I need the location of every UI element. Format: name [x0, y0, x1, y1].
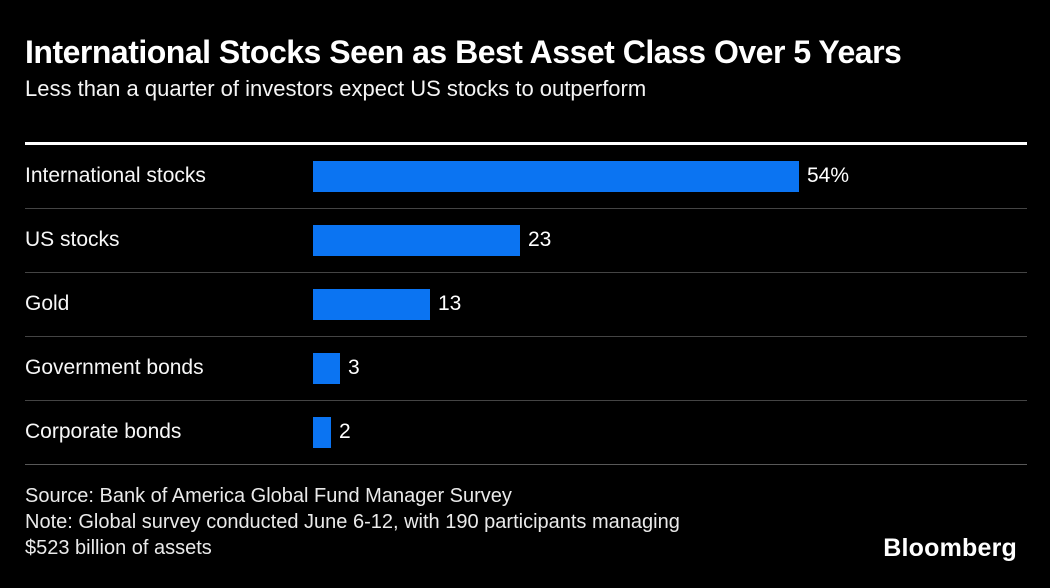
category-label: Government bonds: [25, 356, 204, 380]
value-label: 3: [348, 356, 360, 380]
value-label: 23: [528, 228, 552, 252]
bar-cell: 2: [313, 401, 1027, 464]
value-bar: [313, 160, 799, 192]
bar-cell: 54%: [313, 145, 1027, 208]
header-rule: [25, 141, 1027, 145]
source-note: Source: Bank of America Global Fund Mana…: [25, 484, 512, 507]
value-label: 13: [438, 292, 462, 316]
value-label: 2: [339, 420, 351, 444]
value-bar: [313, 224, 520, 256]
chart-subtitle: Less than a quarter of investors expect …: [25, 75, 647, 101]
category-label: International stocks: [25, 164, 206, 188]
chart-rows: International stocks 54% US stocks 23 Gold 13…: [25, 145, 1027, 465]
bloomberg-logo: Bloomberg: [883, 534, 1017, 562]
bar-cell: 3: [313, 337, 1027, 400]
value-bar: [313, 416, 331, 448]
value-bar: [313, 352, 340, 384]
chart-row: Corporate bonds 2: [25, 401, 1027, 465]
chart-row: Gold 13: [25, 273, 1027, 337]
category-label: US stocks: [25, 228, 120, 252]
category-label: Corporate bonds: [25, 420, 182, 444]
survey-note-line-1: Note: Global survey conducted June 6-12,…: [25, 510, 680, 533]
category-label: Gold: [25, 292, 70, 316]
value-bar: [313, 288, 430, 320]
value-label: 54%: [807, 164, 850, 188]
chart-footer: Source: Bank of America Global Fund Mana…: [25, 483, 1027, 561]
chart-row: US stocks 23: [25, 209, 1027, 273]
bar-cell: 23: [313, 209, 1027, 272]
chart-row: Government bonds 3: [25, 337, 1027, 401]
bar-cell: 13: [313, 273, 1027, 336]
chart-row: International stocks 54%: [25, 145, 1027, 209]
chart-title: International Stocks Seen as Best Asset …: [25, 34, 902, 70]
survey-note-line-2: $523 billion of assets: [25, 536, 212, 559]
